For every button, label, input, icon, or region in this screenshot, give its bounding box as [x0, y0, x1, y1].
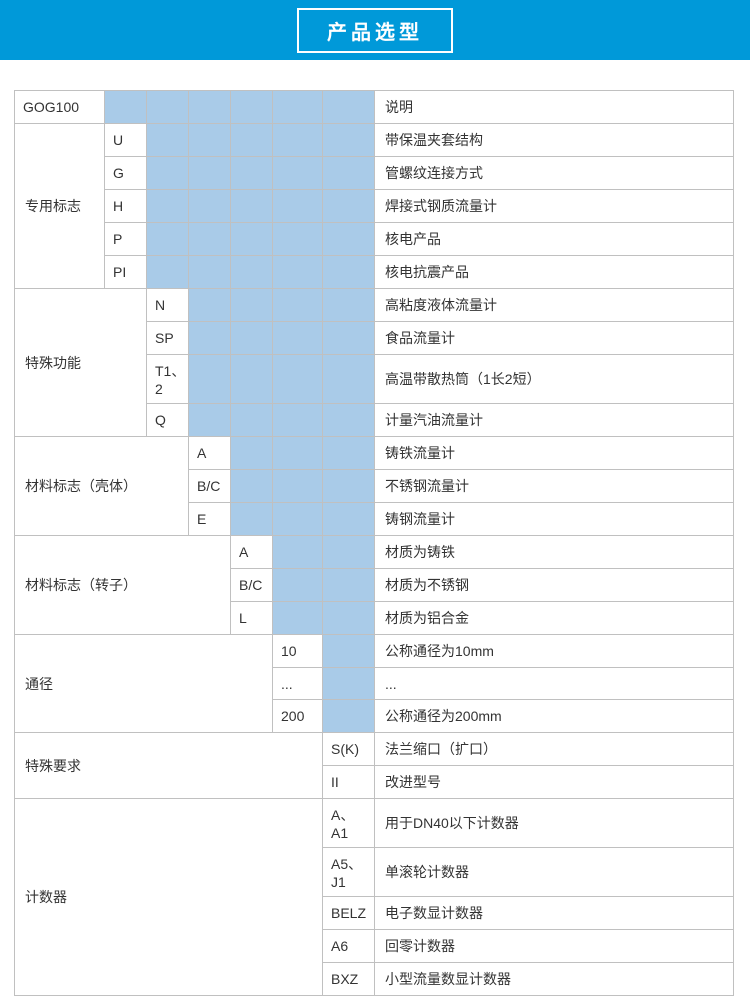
table-row: 特殊功能 N 高粘度液体流量计	[15, 289, 734, 322]
stripe-cell	[323, 91, 375, 124]
table-row: 通径 10 公称通径为10mm	[15, 635, 734, 668]
stripe-cell	[147, 91, 189, 124]
desc-cell: 公称通径为10mm	[375, 635, 734, 668]
page-title: 产品选型	[297, 8, 453, 53]
code-cell: H	[105, 190, 147, 223]
stripe-cell	[273, 91, 323, 124]
desc-cell: 改进型号	[375, 766, 734, 799]
desc-cell: 材质为铝合金	[375, 602, 734, 635]
desc-cell: 不锈钢流量计	[375, 470, 734, 503]
table-row: GOG100 说明	[15, 91, 734, 124]
table-row: 计数器 A、A1 用于DN40以下计数器	[15, 799, 734, 848]
stripe-cell	[105, 91, 147, 124]
desc-cell: 小型流量数显计数器	[375, 963, 734, 996]
table-row: 专用标志 U 带保温夹套结构	[15, 124, 734, 157]
code-cell: A、A1	[323, 799, 375, 848]
table-row: PI 核电抗震产品	[15, 256, 734, 289]
group-label: 专用标志	[15, 124, 105, 289]
table-row: G 管螺纹连接方式	[15, 157, 734, 190]
desc-cell: 公称通径为200mm	[375, 700, 734, 733]
desc-cell: 用于DN40以下计数器	[375, 799, 734, 848]
model-cell: GOG100	[15, 91, 105, 124]
code-cell: A	[231, 536, 273, 569]
code-cell: E	[189, 503, 231, 536]
group-label: 通径	[15, 635, 273, 733]
desc-cell: 食品流量计	[375, 322, 734, 355]
code-cell: N	[147, 289, 189, 322]
stripe-cell	[189, 91, 231, 124]
desc-cell: 计量汽油流量计	[375, 404, 734, 437]
code-cell: SP	[147, 322, 189, 355]
group-label: 材料标志（壳体）	[15, 437, 189, 536]
stripe-cell	[231, 91, 273, 124]
header-bar: 产品选型	[0, 0, 750, 60]
desc-cell: 单滚轮计数器	[375, 848, 734, 897]
code-cell: B/C	[189, 470, 231, 503]
code-cell: PI	[105, 256, 147, 289]
desc-cell: 核电抗震产品	[375, 256, 734, 289]
code-cell: BELZ	[323, 897, 375, 930]
desc-cell: 回零计数器	[375, 930, 734, 963]
code-cell: 200	[273, 700, 323, 733]
desc-cell: 材质为不锈钢	[375, 569, 734, 602]
group-label: 材料标志（转子）	[15, 536, 231, 635]
desc-cell: ...	[375, 668, 734, 700]
table-row: H 焊接式钢质流量计	[15, 190, 734, 223]
code-cell: A	[189, 437, 231, 470]
group-label: 特殊功能	[15, 289, 147, 437]
code-cell: U	[105, 124, 147, 157]
desc-cell: 铸铁流量计	[375, 437, 734, 470]
desc-cell: 带保温夹套结构	[375, 124, 734, 157]
desc-cell: 焊接式钢质流量计	[375, 190, 734, 223]
desc-cell: 材质为铸铁	[375, 536, 734, 569]
code-cell: 10	[273, 635, 323, 668]
desc-cell: 法兰缩口（扩口）	[375, 733, 734, 766]
table-row: 特殊要求 S(K) 法兰缩口（扩口）	[15, 733, 734, 766]
code-cell: ...	[273, 668, 323, 700]
code-cell: II	[323, 766, 375, 799]
desc-cell: 核电产品	[375, 223, 734, 256]
code-cell: P	[105, 223, 147, 256]
desc-cell: 管螺纹连接方式	[375, 157, 734, 190]
selection-table: GOG100 说明 专用标志 U 带保温夹套结构 G 管螺纹连接方式 H 焊接式…	[14, 90, 734, 996]
code-cell: A6	[323, 930, 375, 963]
table-row: 材料标志（转子） A 材质为铸铁	[15, 536, 734, 569]
desc-cell: 高粘度液体流量计	[375, 289, 734, 322]
desc-cell: 高温带散热筒（1长2短）	[375, 355, 734, 404]
table-row: 材料标志（壳体） A 铸铁流量计	[15, 437, 734, 470]
desc-cell: 铸钢流量计	[375, 503, 734, 536]
code-cell: G	[105, 157, 147, 190]
code-cell: T1、2	[147, 355, 189, 404]
code-cell: A5、J1	[323, 848, 375, 897]
group-label: 计数器	[15, 799, 323, 996]
desc-header: 说明	[375, 91, 734, 124]
group-label: 特殊要求	[15, 733, 323, 799]
table-row: P 核电产品	[15, 223, 734, 256]
code-cell: S(K)	[323, 733, 375, 766]
code-cell: BXZ	[323, 963, 375, 996]
code-cell: B/C	[231, 569, 273, 602]
desc-cell: 电子数显计数器	[375, 897, 734, 930]
code-cell: Q	[147, 404, 189, 437]
code-cell: L	[231, 602, 273, 635]
